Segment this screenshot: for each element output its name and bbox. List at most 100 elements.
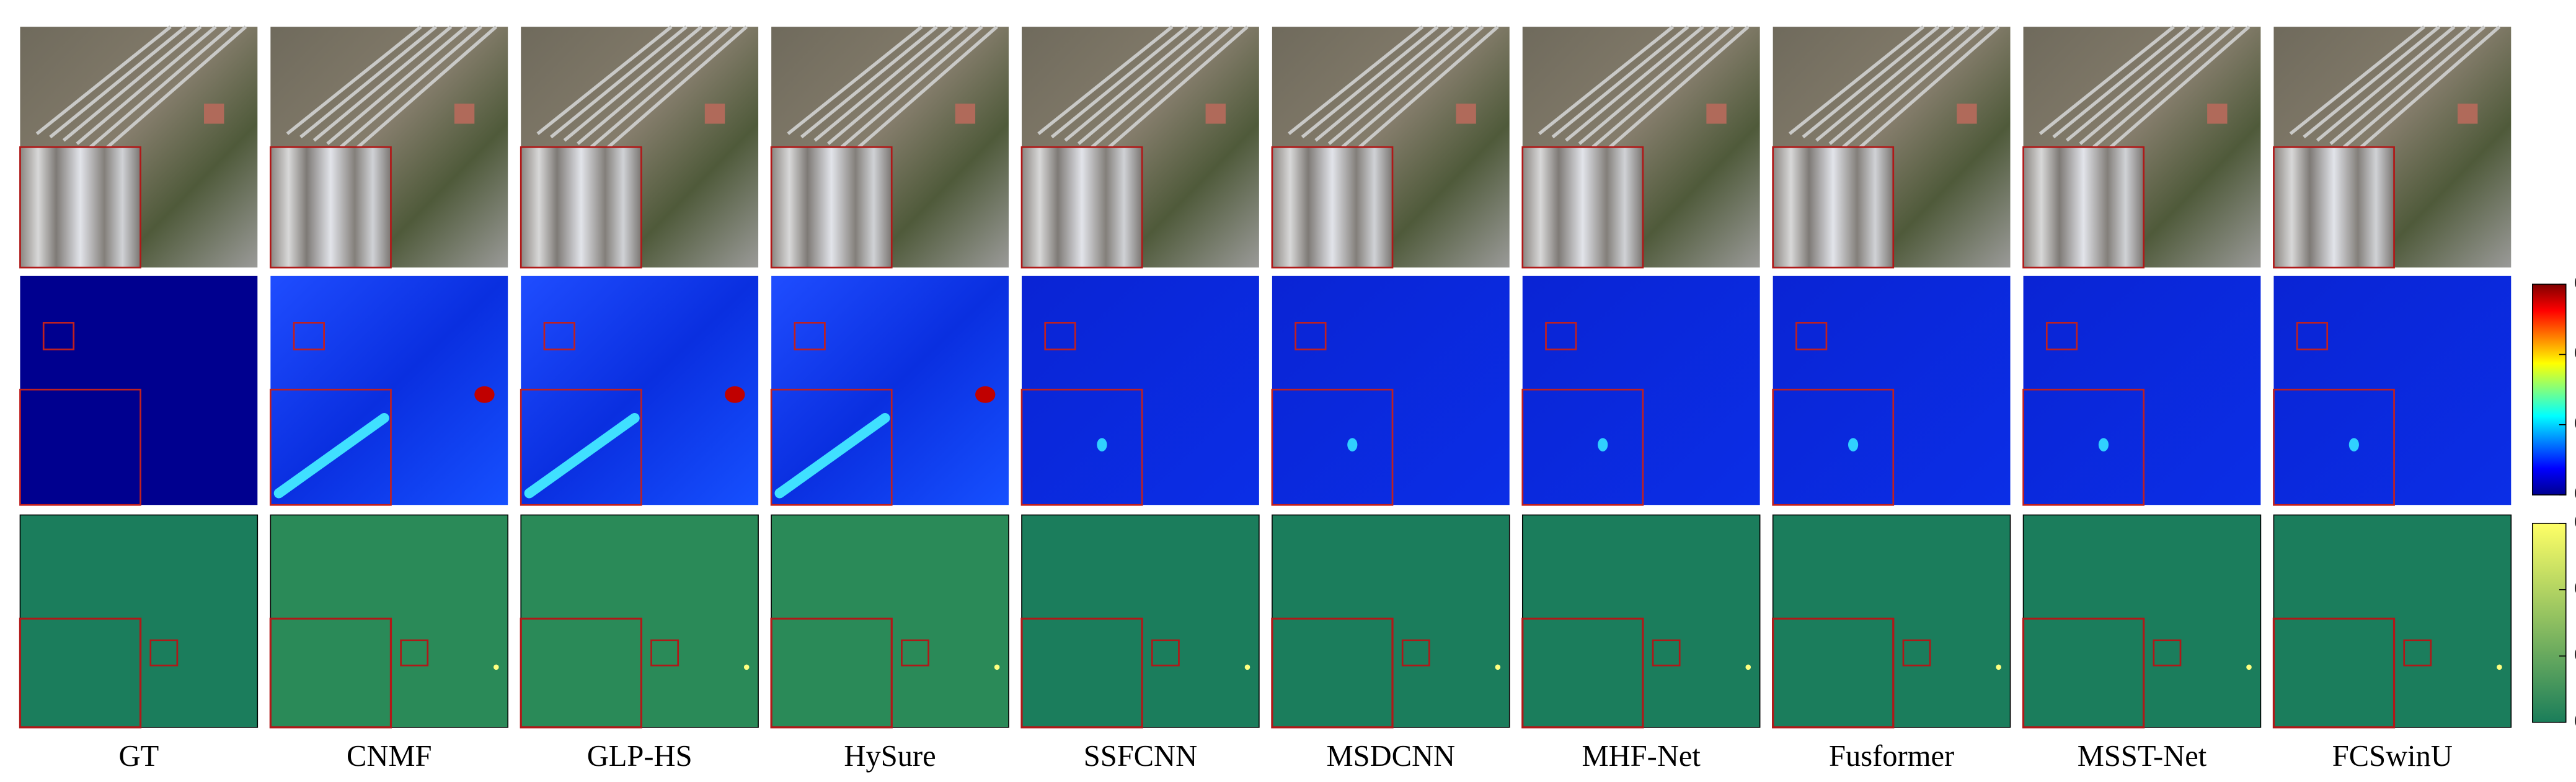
error-spot bbox=[2348, 438, 2359, 451]
road bbox=[1842, 25, 1985, 149]
road bbox=[2329, 25, 2471, 145]
road bbox=[1050, 25, 1188, 139]
diff-spot bbox=[2497, 664, 2502, 670]
error-spot bbox=[1347, 438, 1358, 451]
error-blob bbox=[725, 386, 745, 403]
roi-box bbox=[2403, 639, 2432, 667]
roi-box bbox=[901, 639, 929, 667]
road bbox=[1538, 25, 1675, 135]
road bbox=[2105, 25, 2251, 152]
roi-box bbox=[1902, 639, 1931, 667]
road bbox=[813, 25, 954, 142]
error-streak bbox=[273, 412, 389, 499]
zoom-inset bbox=[1772, 388, 1895, 506]
road bbox=[2052, 25, 2190, 139]
zoom-inset bbox=[1521, 617, 1644, 729]
diff-map bbox=[1272, 514, 1510, 728]
diff-map bbox=[2022, 514, 2262, 728]
road bbox=[603, 25, 748, 152]
colorbar-tick-label: 0.1 bbox=[2574, 643, 2576, 665]
column-label: SSFCNN bbox=[1084, 740, 1197, 773]
zoom-inset bbox=[2273, 146, 2395, 269]
road bbox=[1301, 25, 1439, 139]
column-label: CNMF bbox=[347, 740, 432, 773]
road bbox=[1578, 25, 1719, 145]
column-label: MSST-Net bbox=[2078, 740, 2207, 773]
building bbox=[454, 104, 475, 124]
roi-box bbox=[794, 322, 826, 350]
road bbox=[563, 25, 703, 142]
roi-box bbox=[149, 639, 179, 667]
road bbox=[1037, 25, 1174, 135]
road bbox=[2092, 25, 2236, 149]
road bbox=[1855, 25, 2000, 152]
zoom-inset bbox=[1020, 617, 1143, 729]
road bbox=[326, 25, 467, 145]
road bbox=[2303, 25, 2441, 139]
zoom-inset bbox=[1521, 146, 1644, 269]
error-spot bbox=[1598, 438, 1608, 451]
diff-map bbox=[2273, 514, 2512, 728]
error-streak bbox=[774, 412, 890, 499]
zoom-inset bbox=[1772, 617, 1895, 729]
column-label: HySure bbox=[844, 740, 936, 773]
diff-map bbox=[1772, 514, 2011, 728]
zoom-inset bbox=[269, 146, 392, 269]
roi-box bbox=[2153, 639, 2182, 667]
zoom-inset bbox=[2022, 388, 2145, 506]
colorbar-summer bbox=[2531, 523, 2567, 723]
zoom-inset bbox=[269, 388, 392, 506]
road bbox=[1288, 25, 1424, 135]
zoom-inset bbox=[770, 388, 893, 506]
error-blob bbox=[474, 386, 495, 403]
road bbox=[800, 25, 938, 139]
column-label: MSDCNN bbox=[1327, 740, 1456, 773]
zoom-inset bbox=[2273, 388, 2395, 506]
zoom-inset bbox=[2272, 617, 2396, 729]
diff-spot bbox=[1495, 664, 1501, 670]
road bbox=[2356, 25, 2501, 152]
diff-spot bbox=[743, 664, 750, 670]
roi-box bbox=[1401, 639, 1430, 667]
zoom-inset bbox=[770, 617, 893, 729]
diff-spot bbox=[2246, 664, 2252, 670]
road bbox=[787, 25, 923, 135]
road bbox=[1815, 25, 1955, 142]
column-label: GT bbox=[119, 740, 159, 773]
road bbox=[339, 25, 482, 149]
zoom-inset bbox=[1271, 146, 1394, 269]
error-spot bbox=[1848, 438, 1859, 451]
road bbox=[1314, 25, 1454, 142]
zoom-inset bbox=[1020, 388, 1143, 506]
road bbox=[1327, 25, 1469, 145]
road bbox=[1064, 25, 1203, 142]
colorbar-tick-label: 0.3 bbox=[2574, 272, 2576, 294]
road bbox=[89, 25, 232, 149]
road bbox=[1104, 25, 1249, 152]
building bbox=[1706, 104, 1727, 124]
roi-box bbox=[42, 322, 75, 350]
building bbox=[704, 104, 725, 124]
road bbox=[312, 25, 453, 142]
roi-box bbox=[1295, 322, 1327, 350]
colorbar-tick-label: 0.2 bbox=[2574, 577, 2576, 599]
zoom-inset bbox=[19, 146, 141, 269]
road bbox=[2289, 25, 2425, 135]
zoom-inset bbox=[1521, 388, 1644, 506]
road bbox=[1788, 25, 1924, 135]
colorbar-jet bbox=[2531, 283, 2567, 495]
road bbox=[1828, 25, 1970, 145]
building bbox=[1205, 104, 1226, 124]
road bbox=[1551, 25, 1689, 139]
roi-box bbox=[1652, 639, 1681, 667]
roi-box bbox=[543, 322, 575, 350]
zoom-inset bbox=[770, 146, 893, 269]
diff-map bbox=[1021, 514, 1260, 728]
road bbox=[286, 25, 422, 135]
road bbox=[102, 25, 247, 152]
roi-box bbox=[1545, 322, 1577, 350]
roi-box bbox=[2045, 322, 2078, 350]
zoom-inset bbox=[2022, 146, 2145, 269]
zoom-inset bbox=[269, 617, 392, 729]
